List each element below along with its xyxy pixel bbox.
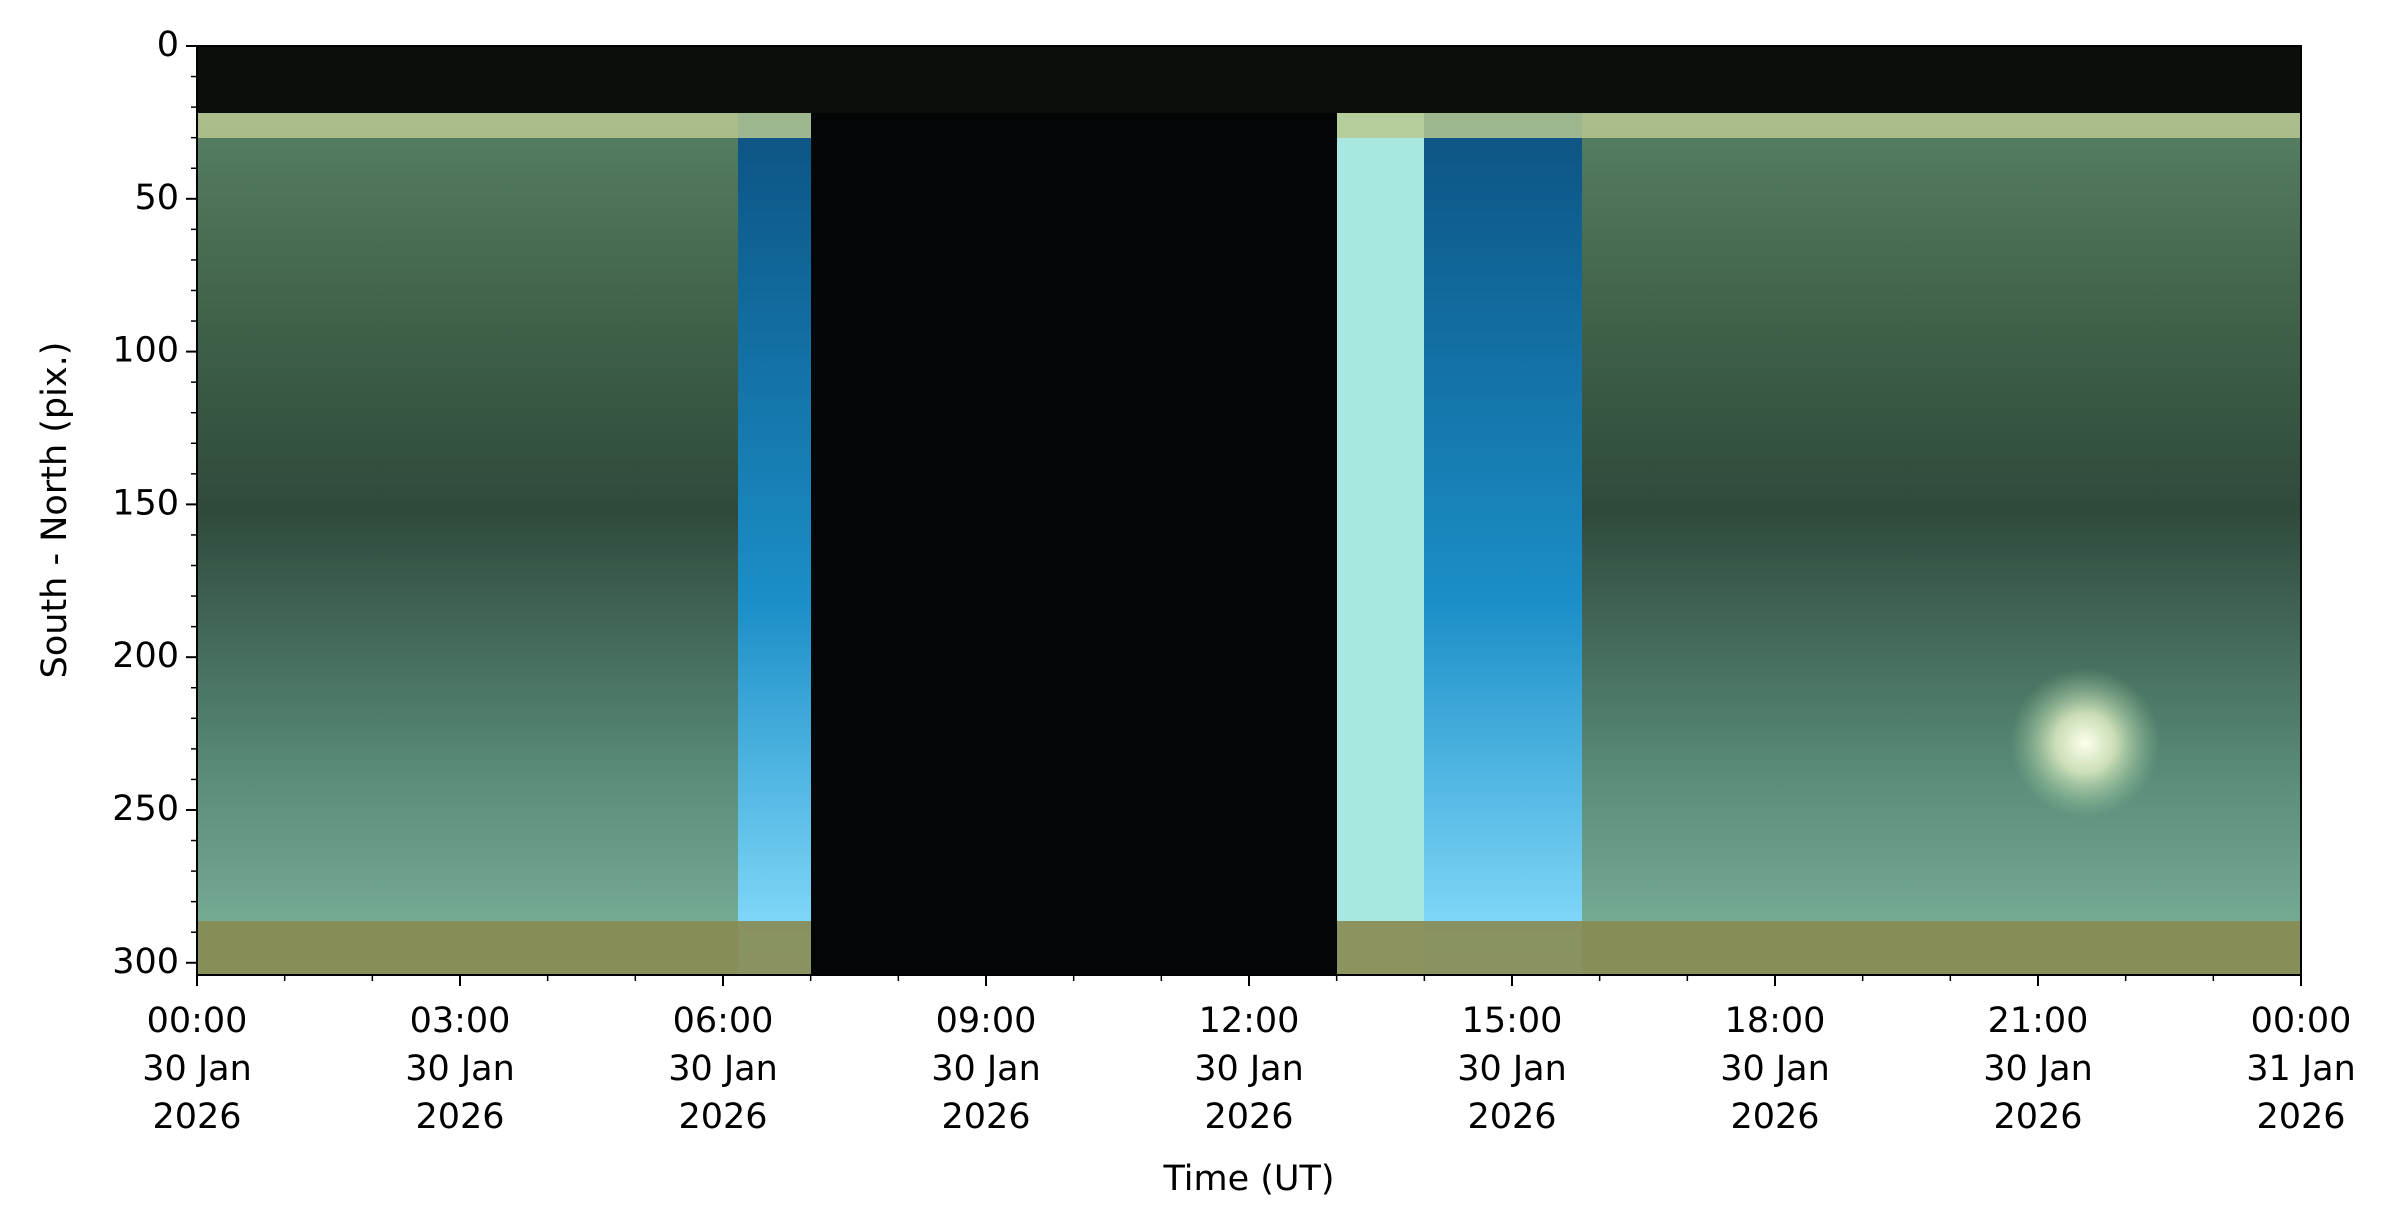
x-tick-label: 12:00 30 Jan 2026 — [1194, 1001, 1304, 1137]
x-tick-label: 03:00 30 Jan 2026 — [405, 1001, 515, 1137]
keogram-image — [197, 46, 2301, 975]
y-tick-label: 50 — [134, 178, 179, 218]
x-tick-label: 15:00 30 Jan 2026 — [1457, 1001, 1567, 1137]
y-tick-label: 200 — [112, 636, 179, 676]
x-tick-label: 21:00 30 Jan 2026 — [1983, 1001, 2093, 1137]
y-tick-label: 0 — [157, 25, 179, 65]
x-tick-label: 00:00 30 Jan 2026 — [142, 1001, 252, 1137]
x-tick-label: 06:00 30 Jan 2026 — [668, 1001, 778, 1137]
x-tick-label: 18:00 30 Jan 2026 — [1720, 1001, 1830, 1137]
y-tick-label: 250 — [112, 789, 179, 829]
y-axis-label: South - North (pix.) — [35, 342, 75, 679]
y-tick-label: 300 — [112, 942, 179, 982]
x-axis-label: Time (UT) — [1162, 1159, 1334, 1199]
y-tick-label: 100 — [112, 331, 179, 371]
x-tick-label: 00:00 31 Jan 2026 — [2246, 1001, 2356, 1137]
x-tick-label: 09:00 30 Jan 2026 — [931, 1001, 1041, 1137]
y-tick-label: 150 — [112, 483, 179, 523]
